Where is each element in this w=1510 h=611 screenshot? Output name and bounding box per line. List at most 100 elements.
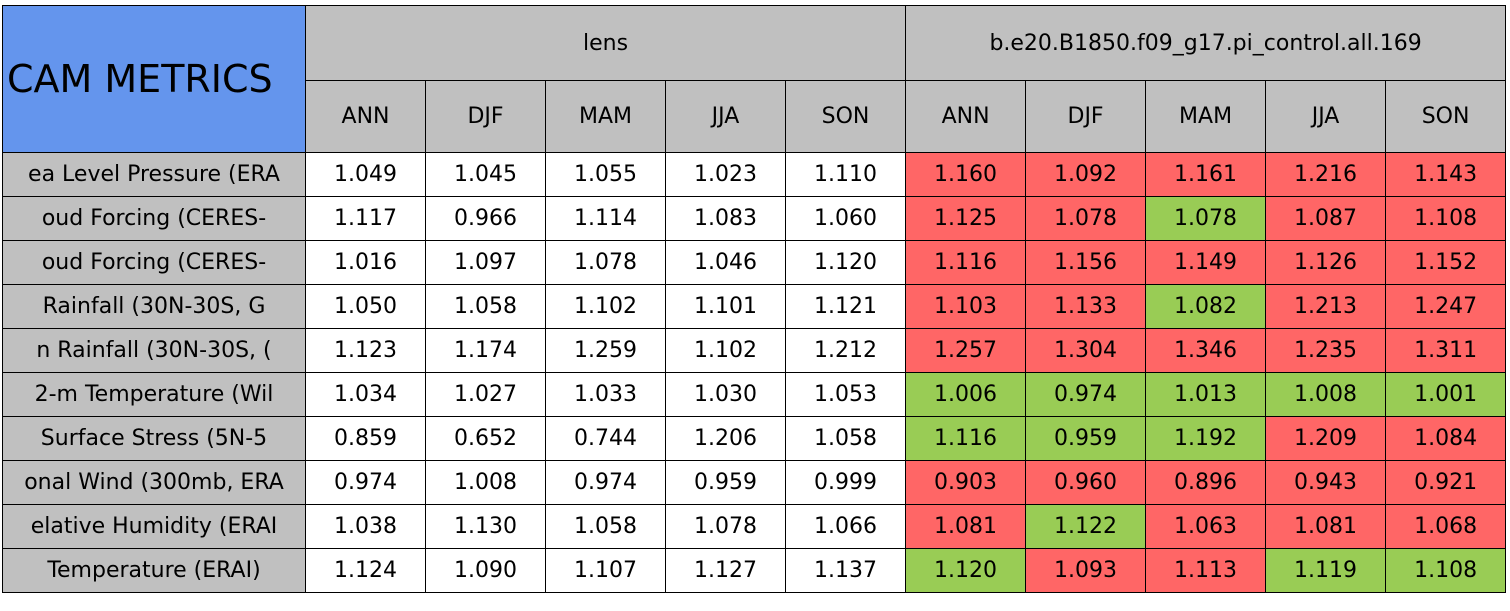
value-cell: 1.124 bbox=[305, 548, 426, 593]
value-cell: 1.174 bbox=[425, 328, 546, 373]
value-cell: 1.257 bbox=[905, 328, 1027, 373]
value-cell: 1.304 bbox=[1025, 328, 1147, 373]
value-cell: 1.113 bbox=[1145, 548, 1267, 593]
value-cell: 1.103 bbox=[905, 284, 1027, 329]
value-cell: 1.058 bbox=[784, 416, 907, 461]
season-header: JJA bbox=[1265, 80, 1387, 153]
value-cell: 1.063 bbox=[1145, 504, 1267, 549]
value-cell: 1.016 bbox=[305, 240, 426, 285]
value-cell: 1.235 bbox=[1265, 328, 1387, 373]
value-cell: 1.110 bbox=[784, 152, 907, 197]
value-cell: 0.974 bbox=[545, 460, 666, 505]
value-cell: 1.121 bbox=[784, 284, 907, 329]
value-cell: 0.744 bbox=[545, 416, 666, 461]
value-cell: 1.130 bbox=[425, 504, 546, 549]
value-cell: 1.259 bbox=[545, 328, 666, 373]
value-cell: 1.093 bbox=[1025, 548, 1147, 593]
season-header: SON bbox=[1385, 80, 1507, 153]
data-row: Temperature (ERAI) 1.124 1.090 1.107 1.127 1.… bbox=[2, 548, 1507, 593]
value-cell: 1.346 bbox=[1145, 328, 1267, 373]
value-cell: 0.959 bbox=[1025, 416, 1147, 461]
value-cell: 1.216 bbox=[1265, 152, 1387, 197]
value-cell: 1.192 bbox=[1145, 416, 1267, 461]
value-cell: 1.001 bbox=[1385, 372, 1507, 417]
value-cell: 1.117 bbox=[305, 196, 426, 241]
value-cell: 1.030 bbox=[665, 372, 786, 417]
value-cell: 1.023 bbox=[665, 152, 786, 197]
value-cell: 0.896 bbox=[1145, 460, 1267, 505]
value-cell: 1.033 bbox=[545, 372, 666, 417]
value-cell: 1.050 bbox=[305, 284, 426, 329]
value-cell: 0.903 bbox=[905, 460, 1027, 505]
value-cell: 1.123 bbox=[305, 328, 426, 373]
value-cell: 1.160 bbox=[905, 152, 1027, 197]
group-header: lens bbox=[304, 5, 907, 81]
value-cell: 1.078 bbox=[1025, 196, 1147, 241]
value-cell: 1.247 bbox=[1385, 284, 1507, 329]
value-cell: 0.974 bbox=[1025, 372, 1147, 417]
value-cell: 1.212 bbox=[784, 328, 907, 373]
value-cell: 1.206 bbox=[665, 416, 786, 461]
value-cell: 1.102 bbox=[665, 328, 786, 373]
group-header: b.e20.B1850.f09_g17.pi_control.all.169 bbox=[905, 5, 1507, 81]
value-cell: 1.133 bbox=[1025, 284, 1147, 329]
value-cell: 1.125 bbox=[905, 196, 1027, 241]
data-row: 2-m Temperature (Wil 1.034 1.027 1.033 1.030… bbox=[2, 372, 1507, 417]
value-cell: 1.082 bbox=[1145, 284, 1267, 329]
value-cell: 1.097 bbox=[425, 240, 546, 285]
data-row: oud Forcing (CERES- 1.117 0.966 1.114 1.083 1… bbox=[2, 196, 1507, 241]
value-cell: 1.152 bbox=[1385, 240, 1507, 285]
value-cell: 1.081 bbox=[1265, 504, 1387, 549]
value-cell: 1.161 bbox=[1145, 152, 1267, 197]
value-cell: 1.120 bbox=[905, 548, 1027, 593]
group-header-row: CAM METRICS lens b.e20.B1850.f09_g17.pi_co… bbox=[2, 5, 1507, 153]
value-cell: 1.108 bbox=[1385, 196, 1507, 241]
row-label: Rainfall (30N-30S, G bbox=[2, 284, 306, 329]
row-label: ea Level Pressure (ERA bbox=[2, 152, 306, 197]
value-cell: 1.053 bbox=[784, 372, 907, 417]
value-cell: 1.008 bbox=[1265, 372, 1387, 417]
value-cell: 1.137 bbox=[784, 548, 907, 593]
row-label: oud Forcing (CERES- bbox=[2, 196, 306, 241]
row-label: n Rainfall (30N-30S, ( bbox=[2, 328, 306, 373]
data-row: onal Wind (300mb, ERA 0.974 1.008 0.974 0.95… bbox=[2, 460, 1507, 505]
row-label: onal Wind (300mb, ERA bbox=[2, 460, 306, 505]
value-cell: 1.087 bbox=[1265, 196, 1387, 241]
value-cell: 1.066 bbox=[784, 504, 907, 549]
value-cell: 1.107 bbox=[545, 548, 666, 593]
value-cell: 1.058 bbox=[425, 284, 546, 329]
season-header: ANN bbox=[905, 80, 1027, 153]
value-cell: 1.006 bbox=[905, 372, 1027, 417]
row-label: 2-m Temperature (Wil bbox=[2, 372, 306, 417]
value-cell: 1.127 bbox=[665, 548, 786, 593]
value-cell: 0.999 bbox=[784, 460, 907, 505]
value-cell: 1.126 bbox=[1265, 240, 1387, 285]
value-cell: 1.209 bbox=[1265, 416, 1387, 461]
value-cell: 1.213 bbox=[1265, 284, 1387, 329]
value-cell: 1.034 bbox=[305, 372, 426, 417]
season-header: SON bbox=[784, 80, 907, 153]
season-header: MAM bbox=[1145, 80, 1267, 153]
value-cell: 1.092 bbox=[1025, 152, 1147, 197]
row-label: oud Forcing (CERES- bbox=[2, 240, 306, 285]
data-row: oud Forcing (CERES- 1.016 1.097 1.078 1.046 1… bbox=[2, 240, 1507, 285]
value-cell: 1.049 bbox=[305, 152, 426, 197]
data-row: Surface Stress (5N-5 0.859 0.652 0.744 1.206… bbox=[2, 416, 1507, 461]
row-label: Surface Stress (5N-5 bbox=[2, 416, 306, 461]
data-row: ea Level Pressure (ERA 1.049 1.045 1.055 1.0… bbox=[2, 152, 1507, 197]
value-cell: 1.055 bbox=[545, 152, 666, 197]
season-header: JJA bbox=[665, 80, 786, 153]
value-cell: 1.045 bbox=[425, 152, 546, 197]
data-row: Rainfall (30N-30S, G 1.050 1.058 1.102 1.101… bbox=[2, 284, 1507, 329]
value-cell: 1.027 bbox=[425, 372, 546, 417]
value-cell: 0.960 bbox=[1025, 460, 1147, 505]
data-row: n Rainfall (30N-30S, (1.123 1.174 1.259 1.1… bbox=[2, 328, 1507, 373]
value-cell: 1.068 bbox=[1385, 504, 1507, 549]
value-cell: 1.060 bbox=[784, 196, 907, 241]
value-cell: 1.149 bbox=[1145, 240, 1267, 285]
value-cell: 1.108 bbox=[1385, 548, 1507, 593]
value-cell: 0.966 bbox=[425, 196, 546, 241]
value-cell: 0.943 bbox=[1265, 460, 1387, 505]
value-cell: 1.078 bbox=[1145, 196, 1267, 241]
value-cell: 1.090 bbox=[425, 548, 546, 593]
